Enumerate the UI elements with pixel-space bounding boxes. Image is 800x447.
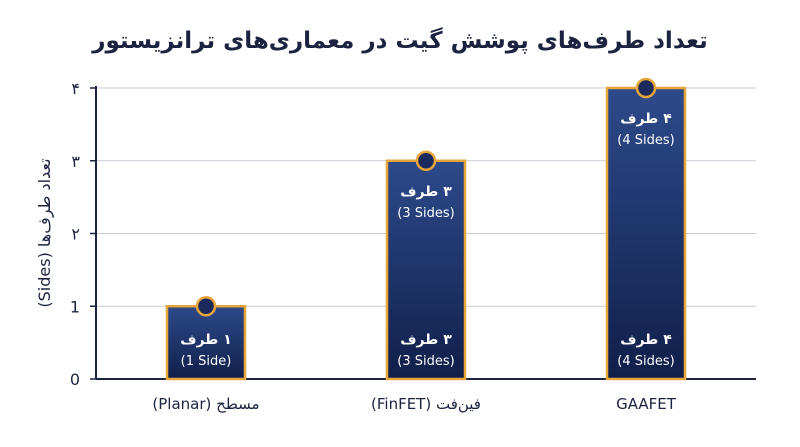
y-axis-label: تعداد طرف‌ها (Sides)	[35, 158, 55, 307]
label-layer: مسطح (Planar) ۱ طرف (1 Side) فین‌فت (FinFET…	[152, 111, 676, 413]
bar-top-marker	[415, 150, 437, 171]
bar-top-marker	[635, 77, 657, 99]
x-category-label: فین‌فت (FinFET)	[371, 395, 481, 413]
bar-top-marker	[195, 296, 217, 317]
bar-top-label-main: ۱ طرف	[180, 332, 232, 348]
bar-top-label-sub: (1 Side)	[181, 354, 232, 369]
bar-bottom-label-sub: (4 Sides)	[617, 354, 674, 369]
bar-top-label-sub: (4 Sides)	[617, 133, 674, 148]
bar	[385, 159, 467, 381]
y-tick-label: ۴	[71, 79, 80, 98]
y-tick-label: ۲	[71, 225, 80, 244]
bar-top-label-main: ۳ طرف	[400, 184, 452, 200]
bar-bottom-label-sub: (3 Sides)	[397, 354, 454, 369]
bar-bottom-label-main: ۳ طرف	[400, 332, 452, 348]
bar-layer	[165, 77, 687, 381]
bar-bottom-label-main: ۴ طرف	[620, 332, 672, 348]
chart-title: تعداد طرف‌های پوشش گیت در معماری‌های ترا…	[91, 27, 707, 54]
bar	[605, 86, 687, 381]
y-tick-label: 0	[70, 370, 80, 389]
x-category-label: GAAFET	[616, 395, 677, 413]
y-tick-label: ۳	[71, 152, 80, 171]
y-tick-label: 1	[70, 297, 80, 316]
bar-top-label-sub: (3 Sides)	[397, 206, 454, 221]
x-category-label: مسطح (Planar)	[152, 395, 259, 413]
bar-top-label-main: ۴ طرف	[620, 111, 672, 127]
